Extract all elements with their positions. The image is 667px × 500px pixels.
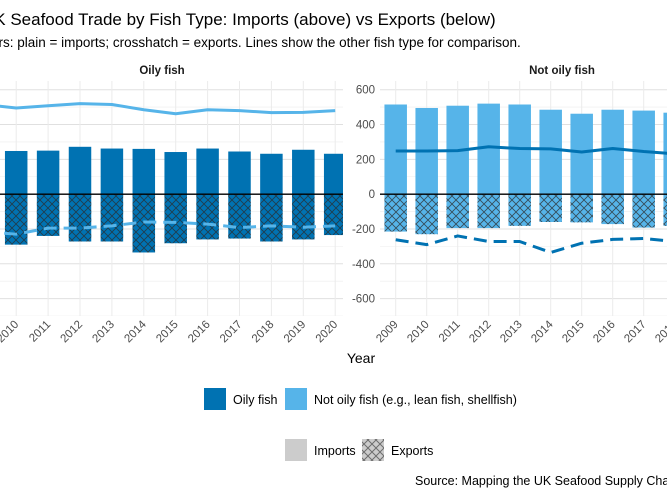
import-bar [36, 150, 60, 195]
panel-title: Not oily fish [529, 65, 595, 77]
import-bar [100, 148, 124, 195]
export-bar-hatch [260, 194, 283, 242]
x-tick-label: 2011 [437, 319, 463, 345]
x-tick-label: 2010 [405, 319, 432, 346]
export-bar-hatch [415, 194, 438, 235]
x-tick-label: 2018 [653, 319, 667, 346]
import-bar [196, 148, 219, 195]
y-tick-label: -400 [352, 259, 375, 271]
x-tick-label: 2019 [282, 319, 309, 346]
import-bar [323, 153, 343, 195]
export-bar-hatch [477, 194, 500, 229]
x-tick-label: 2016 [591, 319, 618, 346]
x-tick-label: 2017 [218, 319, 245, 346]
export-bar-hatch [68, 194, 92, 242]
chart-title: UK Seafood Trade by Fish Type: Imports (… [0, 10, 496, 29]
import-bar [570, 113, 593, 195]
legend-label-not-oily-fish: Not oily fish (e.g., lean fish, shellfis… [314, 393, 517, 407]
y-tick-label: 200 [356, 154, 375, 166]
x-tick-label: 2017 [622, 319, 649, 346]
import-bar [260, 153, 283, 195]
export-bar-hatch [164, 194, 187, 244]
legend-label-exports: Exports [391, 444, 433, 458]
export-bar-hatch [228, 194, 251, 239]
export-bar-hatch [323, 194, 343, 236]
comparison-line-imports [395, 145, 667, 155]
export-bar-hatch [663, 194, 667, 226]
export-bar-hatch [100, 194, 124, 242]
export-bar-hatch [196, 194, 219, 240]
export-bar-hatch [508, 194, 531, 226]
x-tick-label: 2020 [314, 319, 341, 346]
import-bar [68, 146, 92, 195]
import-bar [228, 151, 251, 195]
export-bar-hatch [601, 194, 624, 225]
import-bar [477, 103, 500, 195]
legend-label-oily-fish: Oily fish [233, 393, 278, 407]
x-tick-label: 2013 [90, 319, 117, 346]
export-bar-hatch [36, 194, 60, 236]
x-tick-label: 2012 [467, 319, 494, 346]
legend-label-imports: Imports [314, 444, 356, 458]
import-bar [384, 104, 407, 195]
y-tick-label: 400 [356, 120, 375, 132]
x-tick-label: 2011 [27, 319, 53, 345]
x-tick-label: 2018 [250, 319, 277, 346]
y-tick-label: 600 [356, 85, 375, 97]
x-tick-label: 2014 [529, 318, 556, 345]
export-bar-hatch [539, 194, 562, 222]
x-tick-label: 2012 [59, 319, 86, 346]
export-bar-hatch [446, 194, 469, 229]
legend-fish-type: Oily fish Not oily fish (e.g., lean fish… [204, 388, 517, 410]
x-tick-label: 2013 [498, 319, 525, 346]
export-bar-hatch [4, 194, 28, 245]
x-tick-label: 2015 [560, 319, 587, 346]
facet-panels: Oily fish2009201020112012201320142015201… [0, 65, 667, 345]
y-tick-label: 0 [369, 189, 375, 201]
import-bar [292, 149, 315, 195]
import-bar [539, 109, 562, 195]
legend-swatch-exports [362, 439, 384, 461]
legend-flow: Imports Exports [285, 439, 433, 461]
import-bar [164, 152, 187, 195]
chart-subtitle: Bars: plain = imports; crosshatch = expo… [0, 35, 521, 50]
import-bar [601, 109, 624, 195]
legend-swatch-oily-fish [204, 388, 226, 410]
panel-plot-area [0, 81, 343, 316]
x-axis-label: Year [347, 350, 376, 366]
comparison-line-imports [0, 102, 336, 116]
import-bar [4, 150, 28, 195]
panel-oily-fish: Oily fish2009201020112012201320142015201… [0, 65, 343, 346]
import-bar [132, 148, 156, 195]
comparison-line-exports [395, 234, 667, 254]
legend-swatch-imports [285, 439, 307, 461]
x-tick-label: 2010 [0, 319, 21, 346]
panel-title: Oily fish [139, 65, 184, 77]
chart-caption: Source: Mapping the UK Seafood Supply Ch… [415, 474, 667, 488]
y-tick-label: -200 [352, 224, 375, 236]
x-tick-label: 2014 [122, 318, 149, 345]
x-tick-label: 2016 [186, 319, 213, 346]
export-bar-hatch [384, 194, 407, 232]
legend-swatch-not-oily-fish [285, 388, 307, 410]
panel-plot-area [380, 81, 667, 316]
x-tick-label: 2015 [154, 319, 181, 346]
export-bar-hatch [292, 194, 315, 240]
export-bar-hatch [632, 194, 655, 228]
y-tick-label: -600 [352, 294, 375, 306]
export-bar-hatch [570, 194, 593, 223]
x-tick-label: 2009 [374, 319, 401, 346]
